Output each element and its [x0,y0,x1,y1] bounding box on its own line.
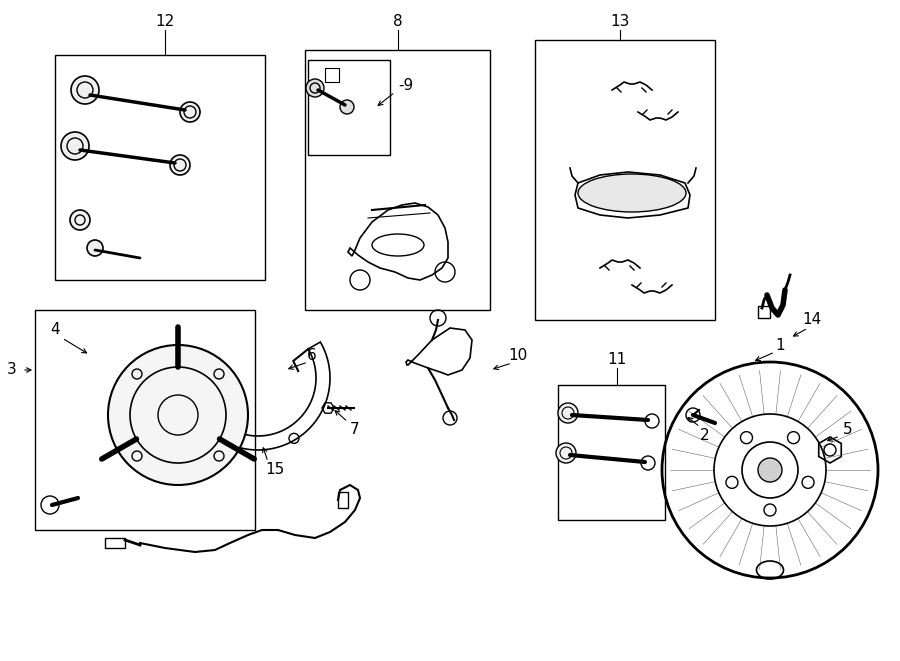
Circle shape [758,458,782,482]
Text: 5: 5 [843,422,853,438]
Polygon shape [348,203,448,280]
Bar [305,50,490,310]
Text: 8: 8 [393,15,403,30]
Text: 11: 11 [608,352,626,368]
Circle shape [87,240,103,256]
Circle shape [170,155,190,175]
Text: 7: 7 [350,422,360,438]
Text: 4: 4 [50,323,59,338]
Text: 2: 2 [700,428,710,442]
Text: 10: 10 [508,348,527,364]
Bar [55,55,265,280]
Text: -9: -9 [398,77,413,93]
Text: 6: 6 [307,348,317,362]
Circle shape [726,477,738,488]
Text: 3: 3 [7,362,17,377]
Circle shape [802,477,814,488]
Circle shape [340,100,354,114]
Text: 1: 1 [775,338,785,352]
Bar [35,310,255,530]
Polygon shape [406,328,472,375]
Bar [758,306,770,318]
Bar [325,68,339,82]
Text: 13: 13 [610,15,630,30]
Circle shape [306,79,324,97]
Circle shape [61,132,89,160]
Bar [105,538,125,548]
Circle shape [788,432,799,444]
Circle shape [71,76,99,104]
Bar [558,385,665,520]
Text: 14: 14 [803,313,822,327]
Circle shape [556,443,576,463]
Circle shape [741,432,752,444]
Circle shape [764,504,776,516]
Bar [338,492,348,508]
Text: 15: 15 [266,463,284,477]
Circle shape [180,102,200,122]
Bar [308,60,390,155]
Bar [535,40,715,320]
Ellipse shape [578,174,686,212]
Circle shape [558,403,578,423]
Text: 12: 12 [156,15,175,30]
Polygon shape [575,172,690,218]
Circle shape [70,210,90,230]
Circle shape [108,345,248,485]
